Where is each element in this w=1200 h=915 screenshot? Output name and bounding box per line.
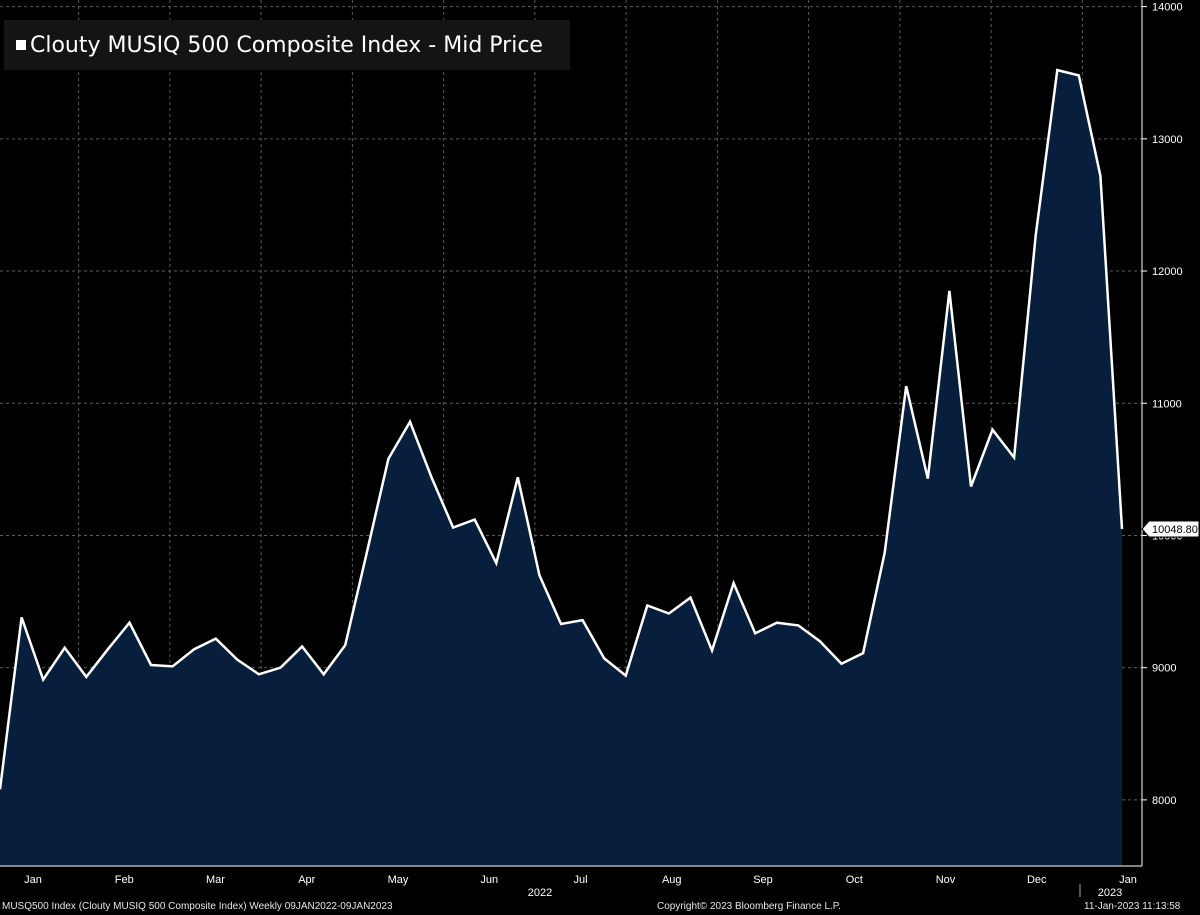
last-value-text: 10048.80 (1152, 524, 1198, 536)
y-tick-label: 14000 (1152, 2, 1183, 14)
x-axis: Jan Feb Mar Apr May Jun Jul Aug Sep Oct Nov Dec Jan2… (24, 874, 1137, 899)
y-tick-label: 12000 (1152, 266, 1183, 278)
footer-security-info: MUSQ500 Index (Clouty MUSIQ 500 Composit… (2, 901, 393, 912)
x-tick-label: May (388, 874, 409, 886)
x-tick-label: Jul (573, 874, 587, 886)
x-tick-label: Dec (1027, 874, 1047, 886)
x-year-label: 2023 (1098, 887, 1122, 899)
x-tick-label: Jun (480, 874, 498, 886)
legend-label: Clouty MUSIQ 500 Composite Index - Mid P… (30, 32, 543, 58)
y-axis: 800090001000011000120001300014000 (1142, 2, 1183, 807)
y-tick-label: 11000 (1152, 398, 1182, 410)
x-tick-label: Aug (662, 874, 682, 886)
x-tick-label: Nov (936, 874, 956, 886)
last-value-label: 10048.80 (1141, 520, 1200, 538)
x-tick-label: Mar (206, 874, 225, 886)
y-tick-label: 13000 (1152, 134, 1183, 146)
x-tick-label: Feb (115, 874, 134, 886)
y-tick-label: 8000 (1152, 795, 1176, 807)
footer-copyright: Copyright© 2023 Bloomberg Finance L.P. (657, 901, 841, 912)
series-area-fill (0, 70, 1122, 867)
last-value-tag (1141, 520, 1200, 538)
y-tick-label: 9000 (1152, 663, 1176, 675)
legend: Clouty MUSIQ 500 Composite Index - Mid P… (4, 20, 570, 70)
footer-bar: MUSQ500 Index (Clouty MUSIQ 500 Composit… (0, 898, 1200, 915)
series-line (0, 68, 1124, 790)
x-tick-label: Oct (846, 874, 863, 886)
x-tick-label: Jan (1119, 874, 1137, 886)
x-tick-label: Sep (753, 874, 773, 886)
x-tick-label: Jan (24, 874, 42, 886)
footer-timestamp: 11-Jan-2023 11:13:58 (1084, 901, 1181, 912)
x-tick-label: Apr (298, 874, 315, 886)
x-year-label: 2022 (528, 887, 552, 899)
legend-swatch (16, 40, 26, 50)
